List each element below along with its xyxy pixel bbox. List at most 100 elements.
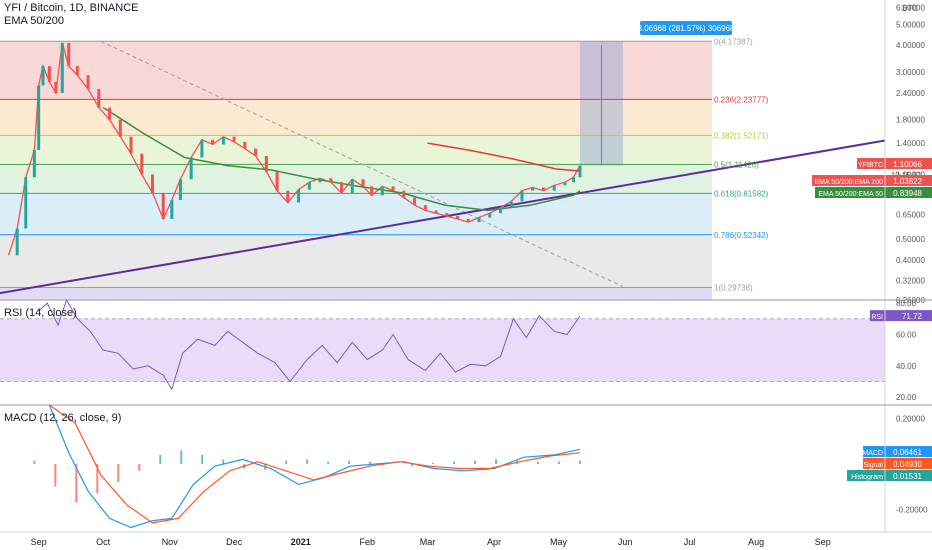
fib-label: 0.618(0.81582) [714, 189, 769, 198]
x-tick: Aug [748, 537, 764, 547]
candle [32, 150, 36, 178]
rsi-title: RSI (14, close) [4, 307, 77, 319]
rsi-value-bg [885, 310, 932, 322]
price-label-name-bg [857, 158, 885, 169]
macd-histogram-bar [578, 460, 581, 464]
candle [264, 155, 268, 172]
rsi-value: 71.72 [902, 312, 923, 321]
macd-label-value: 0.06461 [893, 448, 922, 457]
fib-band [0, 41, 712, 100]
rsi-tick: 80.00 [896, 299, 917, 308]
macd-histogram-bar [117, 463, 120, 483]
candle [520, 190, 524, 202]
macd-line-0 [48, 404, 581, 529]
candle [151, 174, 155, 193]
price-tick: 1.80000 [896, 116, 925, 125]
macd-histogram-bar [96, 463, 99, 494]
macd-histogram-bar [138, 463, 141, 471]
candle [221, 136, 225, 145]
rsi-name: RSI [871, 314, 883, 321]
fib-label: 0.382(1.52171) [714, 131, 769, 140]
candle [97, 89, 101, 108]
series-line-2 [427, 142, 581, 172]
x-tick: Sep [815, 537, 831, 547]
macd-label-name: MACD [862, 450, 883, 457]
x-tick: 2021 [291, 537, 311, 547]
candle [297, 189, 301, 203]
macd-label-bg [885, 446, 932, 457]
macd-histogram-bar [348, 460, 351, 464]
candle [243, 141, 247, 149]
candle [423, 205, 427, 211]
price-tick: 2.40000 [896, 89, 925, 98]
x-axis [0, 0, 932, 533]
candle [129, 136, 133, 154]
macd-label-name-bg [847, 470, 885, 481]
macd-histogram-bar [54, 463, 57, 487]
candle [350, 179, 354, 193]
fib-label: 0.786(0.52342) [714, 231, 769, 240]
candle [340, 182, 344, 193]
price-tick: 0.50000 [896, 235, 925, 244]
price-tick: 5.00000 [896, 20, 925, 29]
price-tick: 0.65000 [896, 211, 925, 220]
macd-histogram-bar [306, 459, 309, 464]
indicator-label: EMA 50/200 [4, 15, 64, 27]
candle [140, 153, 144, 175]
projection-line [100, 40, 624, 288]
price-label-value: 1.03822 [893, 177, 922, 186]
candle [47, 66, 51, 82]
macd-histogram-bar [453, 461, 456, 464]
series-layer [0, 40, 886, 529]
x-tick: Feb [360, 537, 376, 547]
x-tick: May [550, 537, 568, 547]
macd-label-name: Histogram [851, 474, 883, 481]
fib-band [0, 234, 712, 288]
candle [578, 165, 582, 178]
candle [24, 177, 28, 229]
candle [531, 187, 535, 191]
price-axis-unit: BTC [902, 4, 918, 13]
candle [445, 213, 449, 217]
candle [307, 182, 311, 190]
candle [75, 66, 79, 76]
macd-histogram-bar [33, 460, 36, 464]
macd-title: MACD (12, 26, close, 9) [4, 412, 122, 424]
fib-bands [0, 41, 885, 382]
price-tick: 0.32000 [896, 277, 925, 286]
chart-title: YFI / Bitcoin, 1D, BINANCE [4, 2, 139, 14]
candle [189, 157, 193, 180]
fib-band [0, 164, 712, 194]
candle [108, 107, 112, 120]
fib-lines [0, 40, 885, 382]
macd-histogram-bar [75, 463, 78, 503]
macd-histogram-bar [557, 461, 560, 464]
macd-label-value: 0.01531 [893, 472, 922, 481]
x-tick: Sep [31, 537, 47, 547]
price-tick: 1.40000 [896, 139, 925, 148]
candle [54, 81, 58, 93]
macd-histogram-bar [432, 462, 435, 464]
label-layer: 0(4.17387) 0.236(2.23777) 0.382(1.52171) 0.… [31, 3, 932, 547]
rsi-tick: 60.00 [896, 330, 917, 339]
candle [232, 136, 236, 142]
candle [60, 42, 64, 93]
rsi-name-bg [870, 310, 885, 322]
macd-label-name-bg [863, 446, 885, 457]
price-label-name-bg [815, 187, 885, 198]
x-tick: Jun [618, 537, 633, 547]
candle [286, 190, 290, 203]
macd-histogram-bar [285, 460, 288, 464]
macd-tick: 0.20000 [896, 415, 925, 424]
fib-band [0, 287, 712, 300]
macd-histogram-bar [474, 460, 477, 464]
macd-line-1 [49, 404, 581, 524]
fib-label: 0(4.17387) [714, 37, 753, 46]
price-tick: 0.40000 [896, 256, 925, 265]
fib-band [0, 135, 712, 165]
candle [161, 192, 165, 220]
macd-histogram-bar [369, 461, 372, 464]
macd-histogram-bar [201, 454, 204, 464]
candle [477, 217, 481, 223]
candle [118, 119, 122, 137]
